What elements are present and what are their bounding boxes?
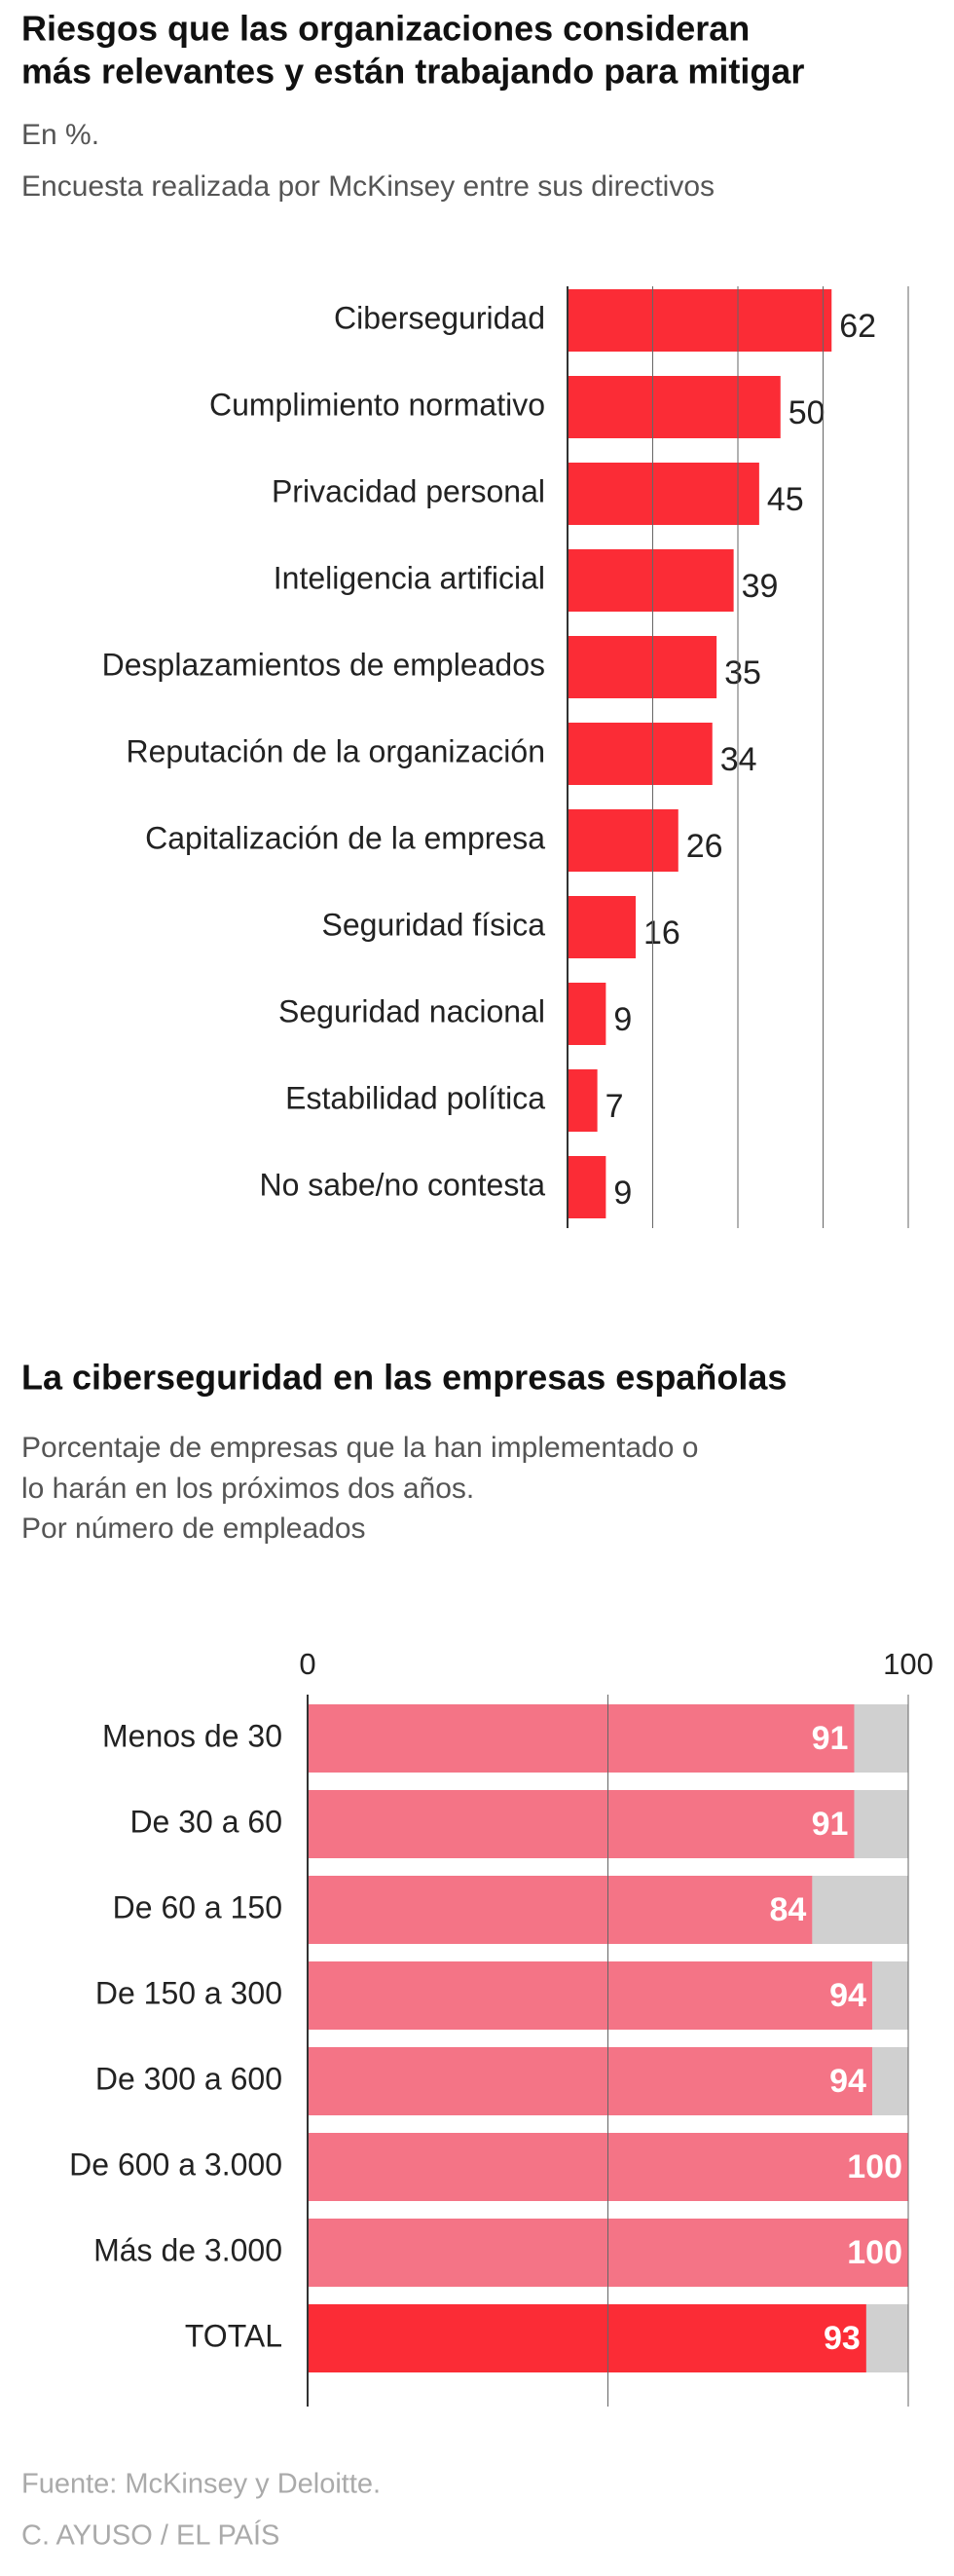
category-label: De 300 a 600 (95, 2061, 282, 2096)
chart-title: Riesgos que las organizaciones considera… (21, 9, 750, 49)
category-label: Cumplimiento normativo (209, 387, 545, 422)
value-label: 9 (613, 1175, 632, 1212)
bar (308, 2047, 872, 2115)
bar (308, 2304, 866, 2372)
category-label: Menos de 30 (102, 1718, 282, 1753)
value-label: 62 (839, 308, 876, 345)
value-label: 45 (767, 481, 804, 518)
value-label: 7 (605, 1088, 624, 1125)
value-label: 94 (829, 2063, 866, 2100)
bar (568, 1069, 598, 1132)
source: Fuente: McKinsey y Deloitte. (21, 2469, 381, 2500)
subtitle: lo harán en los próximos dos años. (21, 1473, 474, 1505)
credit: C. AYUSO / EL PAÍS (21, 2520, 279, 2552)
bar (568, 1156, 606, 1218)
value-label: 39 (742, 568, 779, 605)
subtitle: Por número de empleados (21, 1512, 366, 1545)
category-label: Más de 3.000 (93, 2232, 282, 2267)
value-label: 26 (686, 828, 723, 865)
bar (568, 289, 832, 352)
bar (308, 1961, 872, 2030)
category-label: Desplazamientos de empleados (102, 647, 545, 682)
bar (568, 983, 606, 1045)
value-label: 93 (824, 2320, 861, 2357)
category-label: De 30 a 60 (129, 1804, 282, 1839)
bar (308, 1790, 855, 1858)
category-label: Privacidad personal (272, 473, 545, 508)
bar (568, 723, 713, 785)
bar (568, 463, 759, 525)
category-label: De 600 a 3.000 (69, 2147, 282, 2182)
category-label: Reputación de la organización (126, 733, 545, 768)
value-label: 94 (829, 1977, 866, 2014)
value-label: 91 (812, 1806, 849, 1843)
value-label: 9 (613, 1001, 632, 1038)
chart-title: más relevantes y están trabajando para m… (21, 52, 804, 92)
bar (568, 636, 717, 698)
bar (308, 1876, 813, 1944)
category-label: TOTAL (185, 2318, 282, 2353)
category-label: De 60 a 150 (113, 1889, 282, 1924)
category-label: Estabilidad política (285, 1080, 545, 1115)
value-label: 50 (789, 394, 826, 431)
category-label: Seguridad nacional (278, 993, 545, 1028)
chart-title: La ciberseguridad en las empresas españo… (21, 1358, 787, 1398)
value-label: 100 (847, 2148, 902, 2185)
category-label: Capitalización de la empresa (145, 820, 545, 855)
bar (568, 376, 781, 438)
category-label: Ciberseguridad (334, 300, 545, 335)
value-label: 100 (847, 2234, 902, 2271)
bar (308, 1704, 855, 1773)
bar (568, 549, 734, 612)
value-label: 34 (720, 741, 757, 778)
subtitle: Encuesta realizada por McKinsey entre su… (21, 170, 715, 203)
category-label: De 150 a 300 (95, 1975, 282, 2010)
x-tick-label: 100 (883, 1647, 934, 1681)
bar (568, 809, 679, 872)
value-label: 16 (643, 915, 680, 952)
value-label: 91 (812, 1720, 849, 1757)
subtitle: Porcentaje de empresas que la han implem… (21, 1432, 698, 1464)
category-label: No sabe/no contesta (259, 1167, 545, 1202)
x-tick-label: 0 (299, 1647, 315, 1681)
bar (568, 896, 636, 958)
subtitle: En %. (21, 119, 99, 151)
value-label: 35 (724, 654, 761, 691)
value-label: 84 (769, 1891, 806, 1928)
category-label: Inteligencia artificial (274, 560, 545, 595)
category-label: Seguridad física (322, 907, 546, 942)
